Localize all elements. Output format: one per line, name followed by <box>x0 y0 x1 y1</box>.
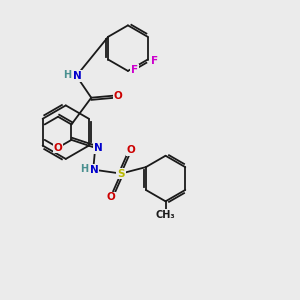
Text: N: N <box>94 143 103 153</box>
Text: CH₃: CH₃ <box>156 210 176 220</box>
Text: H: H <box>63 70 71 80</box>
Text: F: F <box>131 65 138 75</box>
Text: O: O <box>114 91 122 101</box>
Text: N: N <box>73 71 82 81</box>
Text: S: S <box>117 169 125 178</box>
Text: H: H <box>80 164 88 174</box>
Text: O: O <box>107 192 116 203</box>
Text: O: O <box>127 145 135 155</box>
Text: N: N <box>90 165 99 175</box>
Text: F: F <box>151 56 158 65</box>
Text: O: O <box>54 142 62 153</box>
